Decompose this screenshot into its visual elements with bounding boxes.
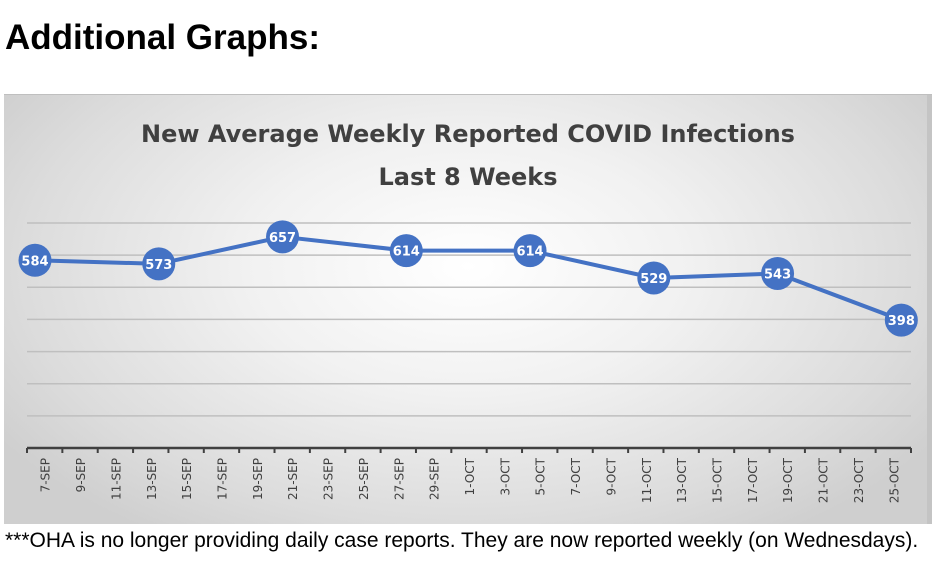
x-tick-label: 3-OCT xyxy=(498,457,512,495)
x-tick-label: 19-SEP xyxy=(251,458,265,500)
x-tick-label: 17-SEP xyxy=(215,458,229,500)
data-point xyxy=(389,234,423,268)
x-tick-labels: 7-SEP 9-SEP 11-SEP 13-SEP 15-SEP 17-SEP 19-SEP… xyxy=(39,457,902,503)
x-tick-label: 29-SEP xyxy=(428,458,442,500)
data-label: 543 xyxy=(764,267,791,282)
section-heading: Additional Graphs: xyxy=(5,18,320,57)
x-tick-label: 21-OCT xyxy=(817,457,831,503)
data-point xyxy=(884,303,918,337)
x-tick-label: 9-SEP xyxy=(74,458,88,492)
chart-subtitle: Last 8 Weeks xyxy=(378,163,557,191)
data-label: 529 xyxy=(640,272,667,287)
data-point xyxy=(266,220,300,254)
x-tick-label: 11-OCT xyxy=(640,457,654,503)
data-point xyxy=(637,261,671,295)
x-tick-label: 21-SEP xyxy=(286,458,300,500)
x-tick-label: 13-OCT xyxy=(675,457,689,503)
x-tick-label: 27-SEP xyxy=(392,458,406,500)
chart-container: 7-SEP 9-SEP 11-SEP 13-SEP 15-SEP 17-SEP 19-SEP… xyxy=(4,94,932,524)
line-chart: 7-SEP 9-SEP 11-SEP 13-SEP 15-SEP 17-SEP 19-SEP… xyxy=(18,120,918,503)
series-line-group: 584 573 657 614 614 529 543 398 xyxy=(18,220,918,337)
chart-title: New Average Weekly Reported COVID Infect… xyxy=(141,120,795,148)
data-point xyxy=(142,247,176,281)
data-label: 614 xyxy=(393,245,420,260)
x-tick-label: 7-OCT xyxy=(569,457,583,495)
gridlines xyxy=(27,222,911,417)
x-tick-label: 13-SEP xyxy=(145,458,159,500)
data-point xyxy=(18,243,52,277)
x-tick-label: 11-SEP xyxy=(109,458,123,500)
data-label: 573 xyxy=(145,258,172,273)
x-tick-label: 25-OCT xyxy=(887,457,901,503)
data-point xyxy=(513,234,547,268)
x-tick-label: 7-SEP xyxy=(39,458,53,492)
x-tick-label: 23-SEP xyxy=(322,458,336,500)
x-tick-label: 1-OCT xyxy=(463,457,477,495)
data-label: 614 xyxy=(516,245,543,260)
x-axis xyxy=(26,446,912,453)
data-label: 584 xyxy=(21,254,48,269)
x-tick-label: 17-OCT xyxy=(746,457,760,503)
data-label: 657 xyxy=(269,231,296,246)
footnote: ***OHA is no longer providing daily case… xyxy=(5,529,919,552)
x-tick-label: 25-SEP xyxy=(357,458,371,500)
data-label: 398 xyxy=(888,314,915,329)
data-point xyxy=(761,256,795,290)
x-tick-label: 5-OCT xyxy=(534,457,548,495)
x-tick-label: 15-SEP xyxy=(180,458,194,500)
x-tick-label: 19-OCT xyxy=(781,457,795,503)
series-line xyxy=(34,234,903,322)
x-tick-label: 9-OCT xyxy=(604,457,618,495)
x-tick-label: 23-OCT xyxy=(852,457,866,503)
x-tick-label: 15-OCT xyxy=(711,457,725,503)
